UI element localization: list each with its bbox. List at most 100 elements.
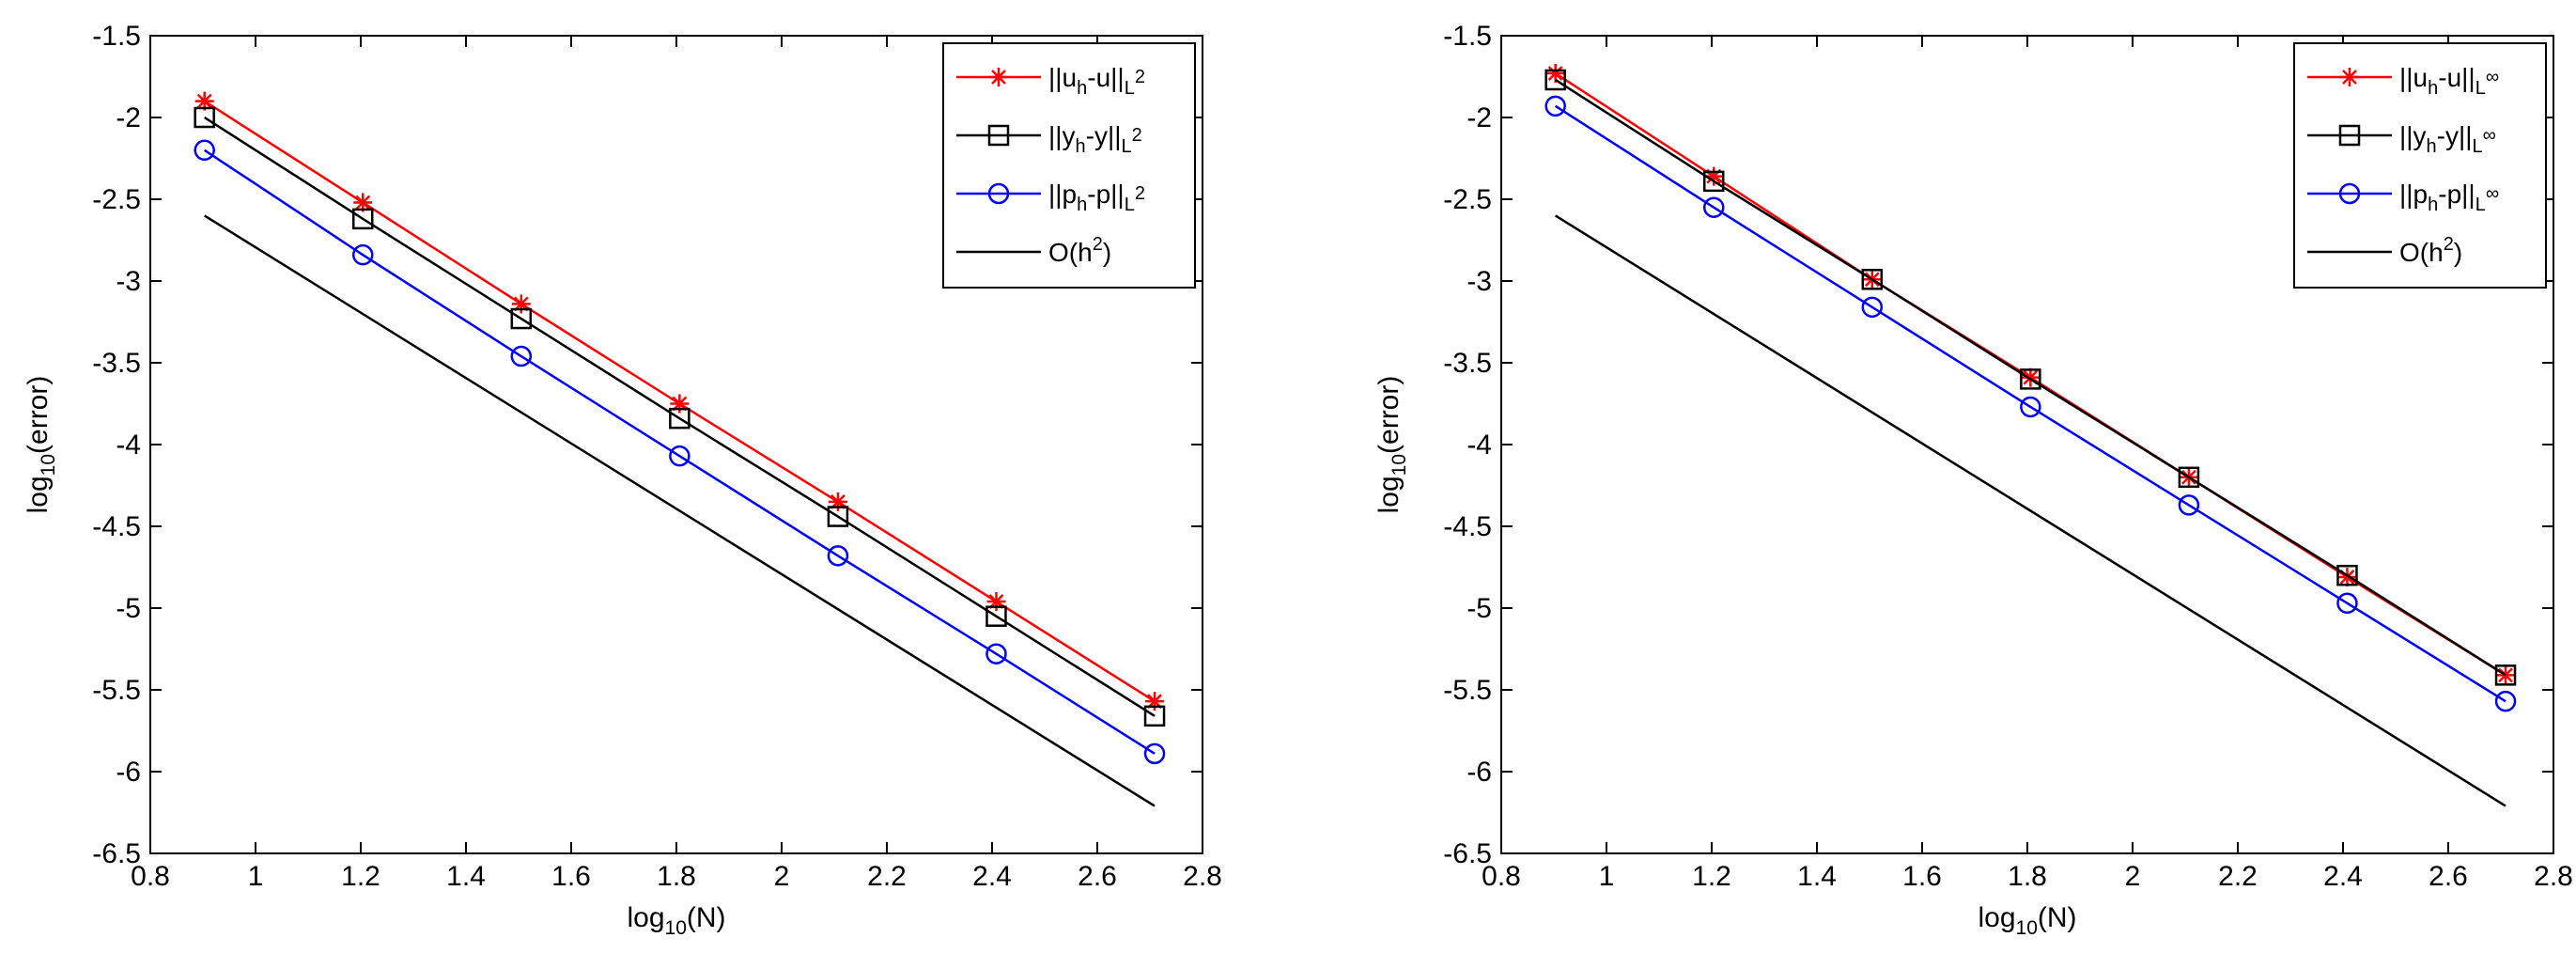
data-point-square (2336, 564, 2358, 586)
legend-text-norm-sup: ∞ (2483, 125, 2496, 146)
x-tick-label: 1.4 (446, 861, 486, 892)
legend-label: O(h2) (2399, 234, 2462, 267)
legend-text-base: ||p (1048, 180, 1077, 209)
data-point-circle (510, 345, 533, 367)
data-point-star (986, 592, 1006, 612)
y-tick-label: -1.5 (1443, 21, 1492, 52)
data-point-square (510, 307, 533, 330)
legend-text-sub: h (2428, 78, 2438, 99)
data-point-star (1545, 64, 1565, 84)
series-4 (1555, 214, 2506, 807)
series-line (1555, 214, 2506, 807)
y-tick-label: -6.5 (92, 838, 141, 869)
data-point-star (1145, 692, 1165, 711)
y-tick-label: -5 (116, 593, 141, 624)
y-tick-label: -2.5 (1443, 184, 1492, 215)
y-label-log: log (1373, 476, 1404, 513)
data-point-circle (2494, 690, 2517, 712)
legend-text-sub: h (1077, 78, 1087, 99)
legend-label: ||uh-u||L∞ (2399, 63, 2499, 99)
x-tick-label: 1 (1599, 861, 1615, 892)
data-point-square (351, 208, 374, 230)
x-tick-label: 1.4 (1797, 861, 1837, 892)
y-tick-label: -4 (116, 430, 141, 461)
y-tick-label: -6.5 (1443, 838, 1492, 869)
data-point-star (828, 492, 847, 511)
x-tick-label: 2.8 (2534, 861, 2573, 892)
y-tick-label: -5.5 (1443, 675, 1492, 706)
x-label-var: (N) (687, 902, 726, 933)
data-point-star (1704, 166, 1724, 186)
series-2 (1544, 69, 2517, 686)
y-tick-label: -2 (116, 102, 141, 133)
legend-label: ||ph-p||L∞ (2399, 180, 2499, 215)
legend-text-sub: h (2427, 136, 2437, 157)
y-tick-label: -6 (1466, 757, 1492, 788)
data-point-star (2340, 68, 2359, 86)
legend-text-norm: L (2473, 136, 2483, 157)
legend-text-norm: L (1125, 78, 1135, 99)
legend-text-norm: L (2475, 78, 2486, 99)
legend-text-norm: L (1122, 136, 1132, 157)
x-tick-label: 2.2 (2218, 861, 2258, 892)
legend-text-sub: h (1076, 136, 1086, 157)
y-tick-label: -5.5 (92, 675, 141, 706)
legend-text-norm-sup: ∞ (2486, 67, 2499, 87)
data-point-star (194, 91, 214, 111)
data-point-circle (1702, 196, 1725, 218)
chart-1: 0.8 1 1.2 1.4 1.6 1.8 2 2.2 2.4 2.6 2.8 -1.5 -2 -2.5 -… (23, 21, 1222, 939)
legend-text-end: ) (2454, 238, 2462, 267)
y-label-log: log (23, 476, 54, 513)
x-tick-label: 2.6 (1078, 861, 1117, 892)
legend-label: ||yh-y||L∞ (2399, 121, 2496, 157)
legend-label: ||ph-p||L2 (1048, 180, 1145, 215)
x-label-var: (N) (2038, 902, 2077, 933)
legend-text-sub: h (2428, 195, 2438, 215)
x-tick-label: 2.8 (1183, 861, 1222, 892)
y-tick-label: -2 (1466, 102, 1492, 133)
legend-entry: ||uh-u||L2 (956, 63, 1145, 99)
data-point-circle (2336, 592, 2358, 615)
legend-text-mid: -y|| (2437, 121, 2473, 150)
series-2 (194, 106, 1166, 727)
legend-entry: O(h2) (956, 234, 1111, 267)
legend-label: O(h2) (1048, 234, 1111, 267)
x-tick-label: 2 (774, 861, 790, 892)
data-point-circle (827, 545, 849, 567)
data-point-circle (985, 643, 1007, 664)
data-point-square (1544, 69, 1566, 91)
x-tick-label: 2.4 (2323, 861, 2363, 892)
series-line (204, 214, 1156, 807)
y-label-base: 10 (38, 454, 59, 476)
y-tick-label: -3 (1466, 266, 1492, 297)
data-point-square (2178, 466, 2200, 489)
y-label-var: (error) (1373, 376, 1404, 454)
x-tick-label: 1.6 (551, 861, 591, 892)
series-3 (1544, 95, 2517, 712)
y-tick-label: -4.5 (92, 511, 141, 542)
x-tick-label: 1.2 (341, 861, 380, 892)
y-tick-label: -2.5 (92, 184, 141, 215)
data-point-circle (2020, 396, 2041, 418)
x-tick-label: 2 (2125, 861, 2141, 892)
x-tick-label: 0.8 (131, 861, 170, 892)
legend-text-base: ||u (1048, 63, 1077, 92)
legend-text-mid: -p|| (2438, 180, 2475, 209)
legend-text-base: O(h (1048, 238, 1093, 267)
legend-text-sup: 2 (1093, 234, 1103, 255)
data-point-circle (351, 243, 374, 266)
y-tick-label: -4 (1466, 430, 1492, 461)
legend-text-sub: h (1077, 195, 1087, 215)
legend-text-end: ) (1103, 238, 1111, 267)
x-label-log: log (627, 902, 664, 933)
x-tick-label: 2.6 (2429, 861, 2468, 892)
x-tick-label: 1.8 (657, 861, 696, 892)
y-axis-label: log10(error) (1373, 376, 1410, 514)
x-tick-label: 1.6 (1902, 861, 1942, 892)
data-point-square (2338, 124, 2361, 147)
series-1 (194, 91, 1165, 711)
series-line (204, 116, 1156, 717)
legend-text-base: ||u (2399, 63, 2428, 92)
legend-entry: ||uh-u||L∞ (2307, 63, 2499, 99)
